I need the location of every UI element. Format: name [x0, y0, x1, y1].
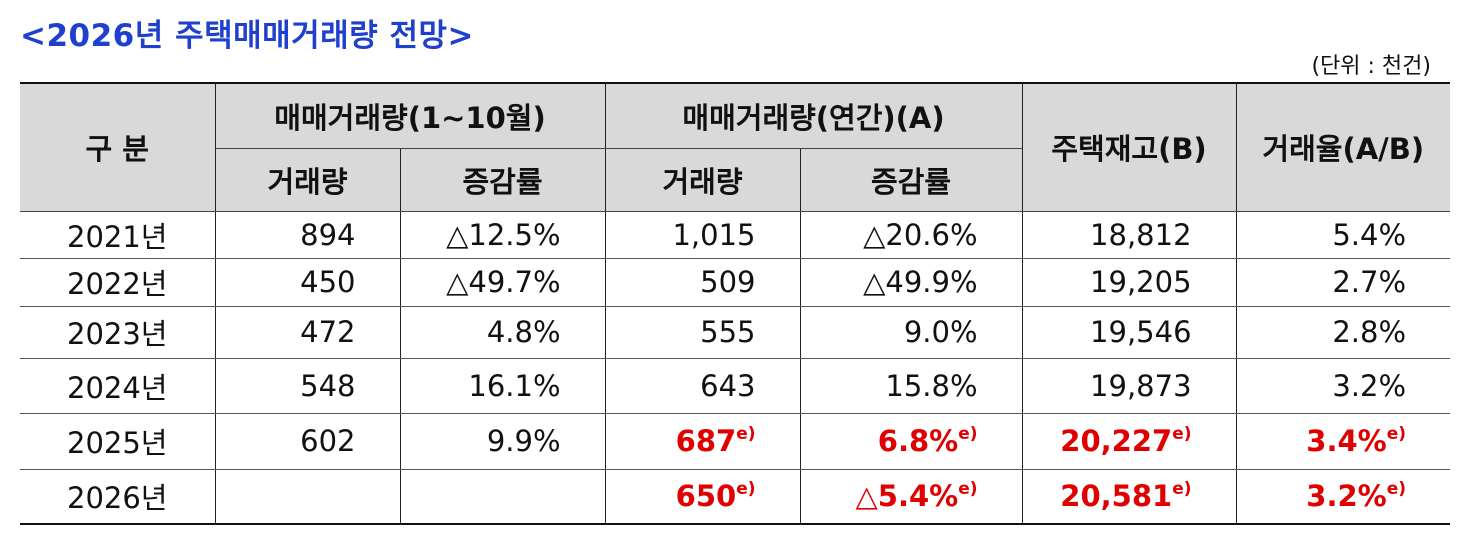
estimate-value: △5.4% [855, 479, 959, 514]
header-cell: 거래량 [215, 148, 401, 212]
title: <2026년 주택매매거래량 전망> [20, 18, 475, 54]
estimate-value: 687 [675, 424, 737, 458]
year-cell: 2023년 [20, 306, 216, 359]
value-cell: △49.9% [799, 258, 1023, 307]
table-row: 2025년 602 9.9% 687e) 6.8%e) 20,227e) 3.4%e) [20, 413, 1451, 470]
year-cell: 2021년 [20, 211, 216, 259]
value-cell: △20.6% [799, 211, 1023, 259]
value-cell: 548 [214, 358, 401, 414]
value-cell: △49.7% [399, 258, 606, 307]
estimate-note: e) [1172, 479, 1192, 500]
value-cell: 19,546 [1021, 306, 1237, 359]
value-cell: 9.0% [799, 306, 1023, 359]
estimate-note: e) [1386, 424, 1407, 444]
header-cell: 거래율(A/B) [1235, 82, 1451, 212]
header-cell: 거래량 [604, 148, 801, 212]
year-cell: 2026년 [20, 469, 216, 525]
value-cell: 2.8% [1235, 306, 1451, 359]
value-cell: 15.8% [799, 358, 1023, 414]
header-cell: 매매거래량(연간)(A) [604, 82, 1023, 149]
value-cell: 6.8%e) [799, 413, 1023, 470]
value-cell: 555 [604, 306, 801, 359]
value-cell: 20,227e) [1021, 413, 1237, 470]
value-cell: 3.2%e) [1235, 469, 1451, 525]
estimate-note: e) [1386, 479, 1407, 500]
estimate-value: 20,227 [1060, 424, 1173, 458]
year-cell: 2022년 [20, 258, 216, 307]
value-cell: 20,581e) [1021, 469, 1237, 525]
value-cell: 5.4% [1235, 211, 1451, 259]
value-cell: 19,205 [1021, 258, 1237, 307]
value-cell: 4.8% [399, 306, 606, 359]
value-cell: 650e) [604, 469, 801, 525]
year-cell: 2025년 [20, 413, 216, 470]
value-cell [214, 469, 401, 525]
value-cell: 509 [604, 258, 801, 307]
table-row: 2022년 450 △49.7% 509 △49.9% 19,205 2.7% [20, 258, 1451, 307]
estimate-note: e) [1172, 424, 1192, 444]
forecast-table: 구 분 매매거래량(1~10월) 매매거래량(연간)(A) 주택재고(B) 거래… [20, 82, 1451, 525]
year-cell: 2024년 [20, 358, 216, 414]
value-cell: △5.4%e) [799, 469, 1023, 525]
value-cell: 19,873 [1021, 358, 1237, 414]
header-cell: 매매거래량(1~10월) [214, 82, 606, 149]
estimate-note: e) [736, 479, 756, 500]
value-cell: 9.9% [399, 413, 606, 470]
estimate-note: e) [958, 479, 978, 500]
estimate-value: 6.8% [877, 424, 959, 458]
estimate-value: 3.4% [1306, 424, 1387, 458]
value-cell: 602 [214, 413, 401, 470]
header-cell: 주택재고(B) [1021, 82, 1237, 212]
value-cell: 894 [214, 211, 401, 259]
table-row: 2021년 894 △12.5% 1,015 △20.6% 18,812 5.4% [20, 211, 1451, 259]
unit-note: (단위 : 천건) [1311, 54, 1431, 79]
estimate-note: e) [736, 424, 756, 444]
table-row: 2023년 472 4.8% 555 9.0% 19,546 2.8% [20, 306, 1451, 359]
value-cell: 18,812 [1021, 211, 1237, 259]
table-body: 2021년 894 △12.5% 1,015 △20.6% 18,812 5.4% 2022년… [20, 211, 1451, 525]
value-cell: △12.5% [399, 211, 606, 259]
header-cell: 증감률 [799, 148, 1023, 212]
estimate-value: 20,581 [1060, 479, 1173, 514]
value-cell: 3.2% [1235, 358, 1451, 414]
value-cell: 687e) [604, 413, 801, 470]
value-cell: 450 [214, 258, 401, 307]
value-cell: 16.1% [399, 358, 606, 414]
value-cell: 1,015 [604, 211, 801, 259]
value-cell: 643 [604, 358, 801, 414]
value-cell: 2.7% [1235, 258, 1451, 307]
header-cell: 구 분 [20, 82, 216, 212]
table-row: 2026년 650e) △5.4%e) 20,581e) 3.2%e) [20, 469, 1451, 525]
header-cell: 증감률 [399, 148, 606, 212]
estimate-value: 3.2% [1306, 479, 1387, 514]
value-cell: 3.4%e) [1235, 413, 1451, 470]
estimate-note: e) [958, 424, 978, 444]
value-cell: 472 [214, 306, 401, 359]
table-row: 2024년 548 16.1% 643 15.8% 19,873 3.2% [20, 358, 1451, 414]
estimate-value: 650 [675, 479, 737, 514]
value-cell [399, 469, 606, 525]
